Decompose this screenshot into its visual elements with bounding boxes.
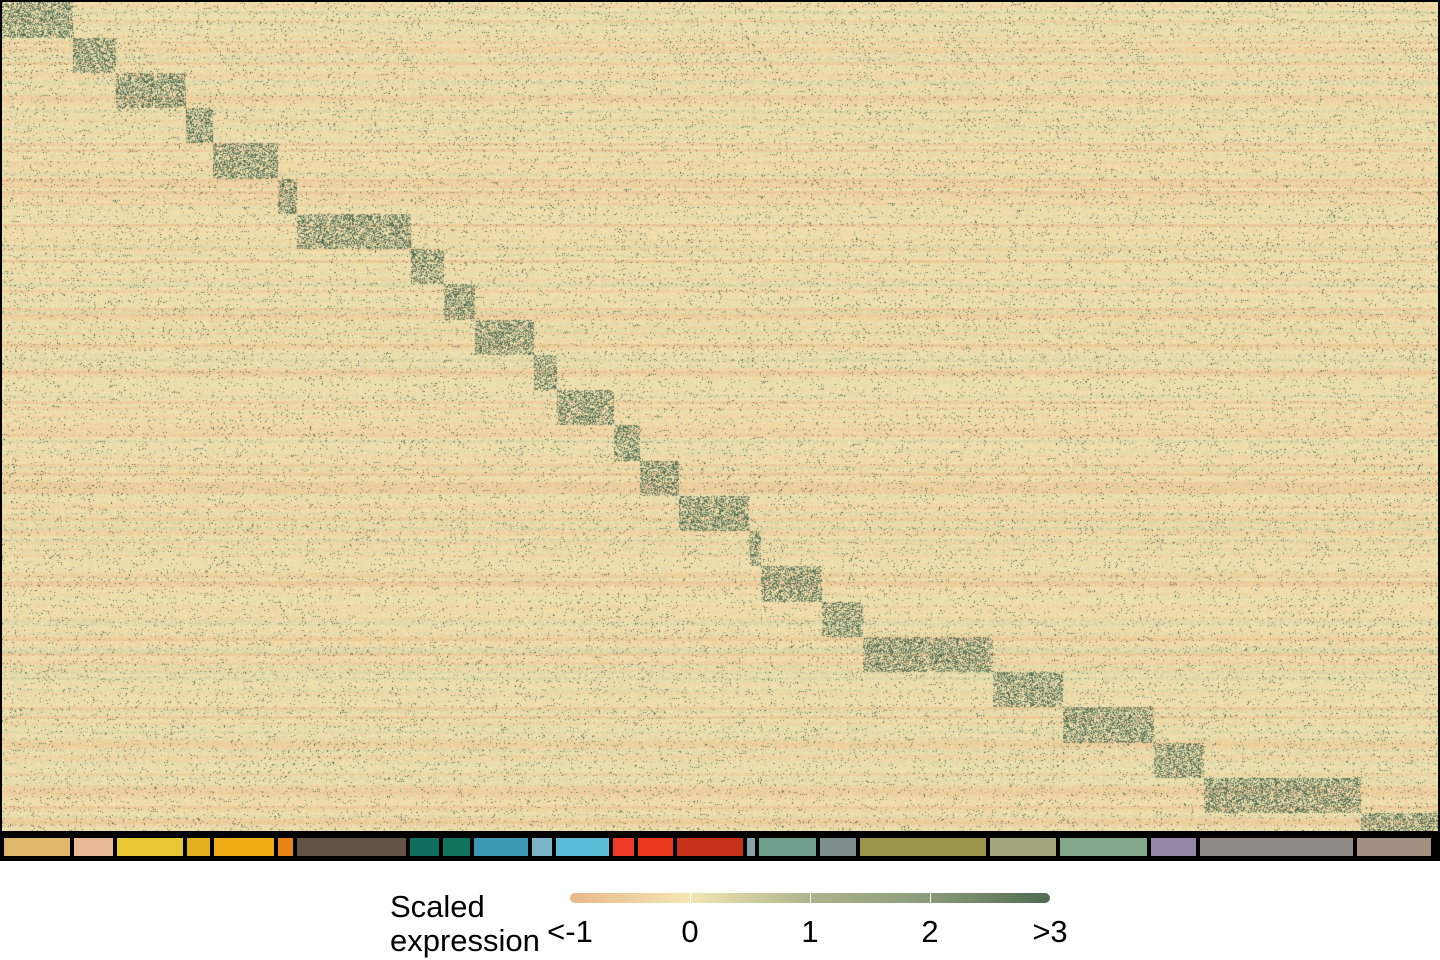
cluster-annotation-segment bbox=[1357, 838, 1431, 856]
cluster-annotation-segment bbox=[443, 838, 470, 856]
cluster-annotation-segment bbox=[990, 838, 1056, 856]
legend-tick-label: 2 bbox=[921, 914, 939, 949]
legend-tick-label: >3 bbox=[1032, 914, 1068, 949]
cluster-annotation-segment bbox=[613, 838, 634, 856]
cluster-annotation-segment bbox=[532, 838, 552, 856]
legend-tick-label: 1 bbox=[801, 914, 819, 949]
cluster-annotation-segment bbox=[214, 838, 274, 856]
cluster-annotation-segment bbox=[1151, 838, 1196, 856]
cluster-annotation-segment bbox=[860, 838, 986, 856]
cluster-annotation-segment bbox=[410, 838, 439, 856]
legend-tick-label: <-1 bbox=[547, 914, 593, 949]
cluster-annotation-segment bbox=[677, 838, 743, 856]
legend-tick-mark bbox=[810, 893, 811, 903]
cluster-annotation-segment bbox=[117, 838, 183, 856]
cluster-annotation-segment bbox=[638, 838, 673, 856]
legend-tick-mark bbox=[690, 893, 691, 903]
cluster-annotation-segment bbox=[747, 838, 755, 856]
cluster-annotation-segment bbox=[820, 838, 856, 856]
expression-heatmap bbox=[2, 2, 1438, 831]
legend-tick-label: 0 bbox=[681, 914, 699, 949]
legend-tick-mark bbox=[930, 893, 931, 903]
cluster-annotation-segment bbox=[1200, 838, 1353, 856]
cluster-annotation-segment bbox=[187, 838, 210, 856]
cluster-annotation-segment bbox=[74, 838, 113, 856]
cluster-annotation-segment bbox=[4, 838, 70, 856]
cluster-annotation-segment bbox=[556, 838, 609, 856]
cluster-annotation-segment bbox=[474, 838, 528, 856]
cluster-annotation-bar bbox=[0, 833, 1440, 861]
cluster-annotation-segment bbox=[759, 838, 816, 856]
legend-title: Scaled expression bbox=[390, 889, 540, 958]
cluster-annotation-segment bbox=[1060, 838, 1147, 856]
cluster-annotation-segment bbox=[297, 838, 406, 856]
cluster-annotation-segment bbox=[278, 838, 293, 856]
